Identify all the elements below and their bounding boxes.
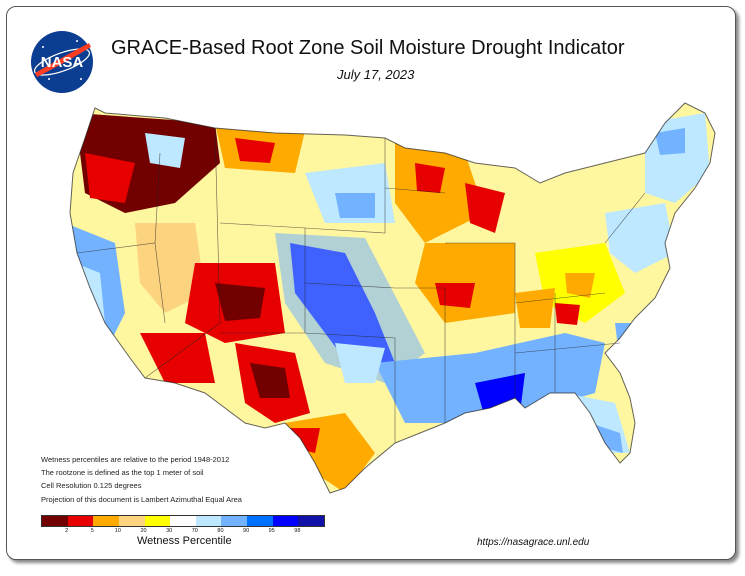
legend-swatch — [247, 516, 273, 526]
legend-swatch — [195, 516, 222, 526]
legend-swatch — [42, 516, 68, 526]
map-notes: Wetness percentiles are relative to the … — [41, 453, 242, 506]
legend-tick-label: 80 — [217, 528, 224, 534]
legend-swatch — [221, 516, 248, 526]
legend-tick-label: 95 — [268, 528, 275, 534]
legend-tick-label: 20 — [140, 528, 147, 534]
map-title: GRACE-Based Root Zone Soil Moisture Drou… — [111, 37, 625, 59]
note-line: The rootzone is defined as the top 1 met… — [41, 468, 204, 478]
note-line: Projection of this document is Lambert A… — [41, 494, 242, 504]
source-url[interactable]: https://nasagrace.unl.edu — [477, 537, 590, 548]
legend-tick-label: 70 — [191, 528, 198, 534]
legend-swatch — [67, 516, 94, 526]
legend-tick-label: 98 — [294, 528, 301, 534]
nasa-logo: NASA — [29, 29, 95, 95]
legend-swatch — [272, 516, 299, 526]
drought-map — [69, 102, 716, 494]
legend-tick-label: 2 — [65, 528, 69, 534]
legend-swatch — [298, 516, 325, 526]
legend-color-bar — [41, 515, 325, 527]
legend-tick-label: 30 — [166, 528, 173, 534]
legend: 2 5 10 20 30 70 80 90 95 98 Wetness Percentile — [41, 515, 325, 547]
legend-label: Wetness Percentile — [137, 535, 232, 547]
legend-swatch — [144, 516, 171, 526]
note-line: Cell Resolution 0.125 degrees — [41, 481, 142, 491]
map-date: July 17, 2023 — [337, 67, 415, 82]
legend-tick-label: 10 — [114, 528, 121, 534]
legend-swatch — [118, 516, 145, 526]
svg-text:NASA: NASA — [41, 54, 84, 71]
legend-tick-label: 5 — [90, 528, 94, 534]
legend-swatch — [170, 516, 196, 526]
legend-ticks: 2 5 10 20 30 70 80 90 95 98 — [41, 527, 325, 536]
map-frame: NASA GRACE-Based Root Zone Soil Moisture… — [6, 6, 736, 560]
note-line: Wetness percentiles are relative to the … — [41, 455, 230, 464]
legend-swatch — [93, 516, 119, 526]
legend-tick-label: 90 — [243, 528, 250, 534]
